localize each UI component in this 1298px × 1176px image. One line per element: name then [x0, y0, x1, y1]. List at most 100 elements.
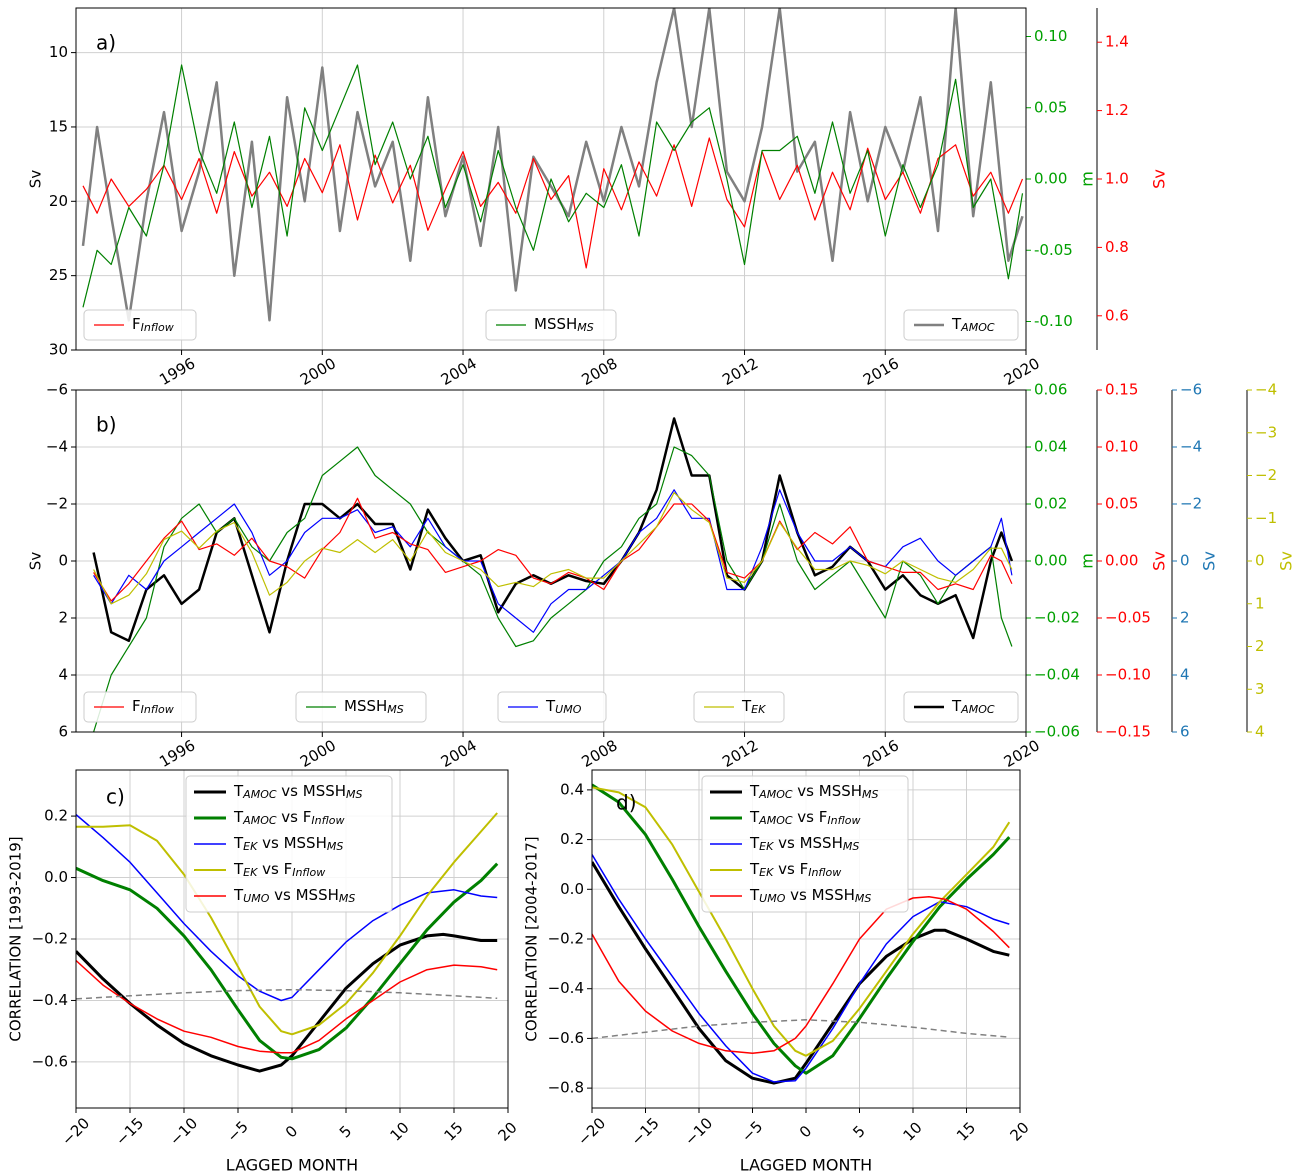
panel-c: −20 −15 −10 −5 0 5 10 15 20 −0.6 −0.4 −0.2 0.0 0.2 LAG… — [7, 769, 521, 1175]
series-line-ek_inflow — [592, 786, 1011, 1057]
right-axis-tick-label: 1 — [1255, 594, 1265, 612]
legend-label-base: MSSH — [344, 697, 387, 715]
right-axis-tick-label: 0 — [1180, 552, 1190, 570]
right-axis-tick-label: 0 — [1255, 552, 1265, 570]
y-tick-label: 10 — [49, 43, 68, 61]
right-axis-tick-label: 1.4 — [1105, 33, 1129, 51]
y-tick-label: 0.2 — [44, 807, 68, 825]
x-tick-label: 2004 — [438, 354, 480, 389]
right-axis-tick-label: −0.04 — [1034, 666, 1080, 684]
grid — [76, 389, 1027, 733]
legend-label-mid: vs — [257, 860, 283, 878]
series-group — [76, 812, 499, 1073]
x-tick-label: 20 — [1007, 1119, 1033, 1145]
y-tick-label: −0.2 — [548, 930, 584, 948]
legend-label-base: T — [233, 782, 244, 800]
y-tick-label: 25 — [49, 266, 68, 284]
legend-box — [83, 309, 197, 341]
legend-label-base: T — [233, 860, 244, 878]
legend-box — [295, 691, 427, 723]
legend-label-sub: EK — [243, 866, 258, 879]
y-axis-label: Sv — [27, 170, 45, 189]
series-line-mssh — [93, 446, 1013, 732]
right-axis-tick-label: 0.02 — [1034, 495, 1067, 513]
right-axis-tick-label: 4 — [1180, 666, 1190, 684]
series-line-inflow — [93, 497, 1013, 602]
y-tick-label: −0.4 — [548, 979, 584, 997]
legend-label-sub2: MS — [346, 788, 362, 801]
y-tick-label: −2 — [46, 495, 68, 513]
legend-label-base2: MSSH — [812, 886, 855, 904]
x-tick-label: 2008 — [578, 354, 620, 389]
right-axis-tick-label: −3 — [1255, 423, 1277, 441]
x-tick-label: −5 — [738, 1117, 766, 1145]
legend-mssh: MSSHMS — [485, 309, 617, 341]
y-tick-label: 2 — [58, 609, 68, 627]
legend-label-base: T — [545, 697, 556, 715]
y-tick-label: −0.2 — [32, 930, 68, 948]
legend-label: TAMOC vs FInflow — [233, 808, 344, 828]
x-tick-label: 2016 — [860, 736, 902, 771]
legend-box — [693, 691, 785, 723]
series-group — [92, 417, 1014, 732]
panel-d: −20 −15 −10 −5 0 5 10 15 20 −0.8 −0.6 −0.4 −0.2 0.0 0.… — [523, 769, 1033, 1175]
series-line-inflow — [82, 137, 1024, 269]
series-line-amoc — [92, 417, 1014, 643]
legend-label-sub: EK — [759, 840, 774, 853]
legend-label: TAMOC — [951, 315, 995, 335]
legend-label-base: T — [951, 315, 962, 333]
legend-label-sub: AMOC — [758, 788, 793, 801]
right-axis-tick-label: −2 — [1255, 466, 1277, 484]
x-tick-label: 20 — [495, 1119, 521, 1145]
legend-box — [185, 775, 393, 913]
panel-a: 1996 2000 2004 2008 2012 2016 20201015202530Sv… — [27, 7, 1169, 389]
right-axis-label: Sv — [1277, 551, 1296, 571]
panel-b: 1996 2000 2004 2008 2012 2016 2020−6−4−20246Sv… — [27, 381, 1296, 771]
x-tick-label: 2012 — [719, 354, 761, 389]
right-axis-label: m — [1078, 171, 1097, 187]
y-tick-label: −0.8 — [548, 1079, 584, 1097]
legend-amoc: TAMOC — [903, 691, 1019, 723]
legend-label-mid: vs — [277, 782, 303, 800]
right-axis-tick-label: −0.15 — [1105, 723, 1151, 741]
legend-label-base2: MSSH — [284, 834, 327, 852]
legend-box — [497, 691, 607, 723]
x-tick-label: 2008 — [578, 736, 620, 771]
right-axis-tick-label: 0.04 — [1034, 438, 1067, 456]
legend-label-base: T — [749, 886, 760, 904]
legend-label: TUMO vs MSSHMS — [749, 886, 871, 906]
legend-label-sub: AMOC — [758, 814, 793, 827]
y-tick-label: −4 — [46, 438, 68, 456]
legend-label: TEK vs MSSHMS — [233, 834, 343, 854]
legend-box — [83, 691, 197, 723]
legend-label-base: T — [233, 886, 244, 904]
x-tick-label: −15 — [112, 1114, 147, 1149]
right-axis-tick-label: 0.05 — [1034, 98, 1067, 116]
x-tick-label: 1996 — [156, 354, 198, 389]
legend-umo: TUMO — [497, 691, 607, 723]
x-tick-label: 2000 — [297, 354, 339, 389]
y-axis-label: CORRELATION [1993-2019] — [7, 836, 25, 1041]
legend-box — [485, 309, 617, 341]
legend-label-sub: EK — [243, 840, 258, 853]
right-axis-tick-label: 1.2 — [1105, 101, 1129, 119]
legend-label: TEK vs FInflow — [233, 860, 325, 880]
series-line-ek_mssh — [592, 854, 1010, 1083]
legend-label-sub2: Inflow — [311, 814, 344, 827]
plot-frame — [75, 389, 1027, 733]
legend-label-mid: vs — [773, 834, 799, 852]
legend-label-base: F — [132, 315, 141, 333]
series-line-threshold — [76, 988, 498, 1000]
legend-inflow: FInflow — [83, 691, 197, 723]
legend-ek: TEK — [693, 691, 785, 723]
y-tick-label: 0.4 — [560, 780, 584, 798]
series-line-amoc — [81, 8, 1024, 322]
legend-label-sub: AMOC — [960, 321, 995, 334]
legend-label: FInflow — [132, 697, 174, 717]
legend-label-mid: vs — [793, 782, 819, 800]
legend-label-base2: MSSH — [296, 886, 339, 904]
legend-label-base: T — [741, 697, 752, 715]
legend-label-base2: MSSH — [303, 782, 346, 800]
